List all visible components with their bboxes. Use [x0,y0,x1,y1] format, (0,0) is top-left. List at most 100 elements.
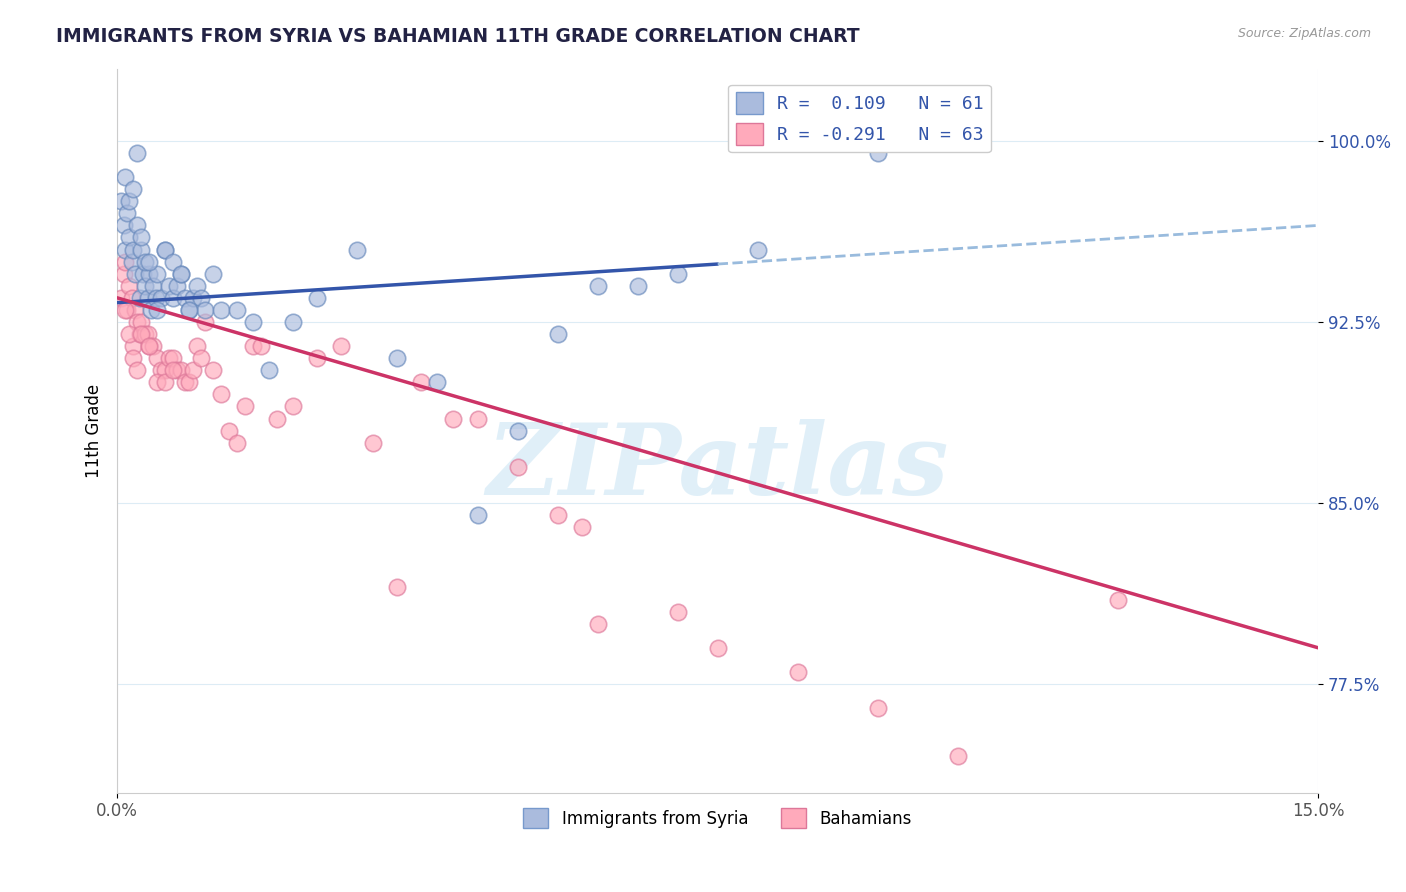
Point [411,376,433,390]
Point [170,267,193,281]
Point [110,291,132,305]
Point [118,326,141,341]
Point [115,206,138,220]
Point [127,363,149,377]
Point [155,363,177,377]
Point [124,267,146,281]
Legend: Immigrants from Syria, Bahamians: Immigrants from Syria, Bahamians [516,801,920,835]
Point [202,363,225,377]
Point [138,254,160,268]
Point [666,605,689,619]
Point [136,326,159,341]
Point [114,170,136,185]
Point [186,278,208,293]
Point [547,508,569,522]
Point [467,508,489,522]
Point [150,291,173,305]
Point [586,278,609,293]
Point [146,302,169,317]
Point [242,315,264,329]
Point [142,278,165,293]
Point [157,278,180,293]
Point [346,243,368,257]
Point [110,194,132,209]
Point [146,351,169,366]
Point [866,701,889,715]
Point [127,315,149,329]
Point [586,616,609,631]
Point [571,520,593,534]
Point [170,363,193,377]
Point [627,278,650,293]
Text: ZIPatlas: ZIPatlas [486,418,949,515]
Point [186,339,208,353]
Text: IMMIGRANTS FROM SYRIA VS BAHAMIAN 11TH GRADE CORRELATION CHART: IMMIGRANTS FROM SYRIA VS BAHAMIAN 11TH G… [56,27,860,45]
Text: Source: ZipAtlas.com: Source: ZipAtlas.com [1237,27,1371,40]
Point [443,411,465,425]
Point [170,267,193,281]
Point [118,230,141,244]
Point [129,243,152,257]
Point [121,254,143,268]
Point [786,665,808,679]
Point [162,254,184,268]
Point [747,243,769,257]
Point [547,326,569,341]
Point [122,351,145,366]
Point [134,278,156,293]
Point [209,387,232,401]
Point [132,267,155,281]
Point [266,411,288,425]
Point [112,219,135,233]
Point [162,363,184,377]
Point [142,339,165,353]
Point [124,302,146,317]
Point [146,376,169,390]
Point [155,376,177,390]
Point [307,351,329,366]
Point [114,243,136,257]
Point [1107,592,1129,607]
Point [134,254,156,268]
Point [506,424,529,438]
Point [155,243,177,257]
Point [121,291,143,305]
Point [866,146,889,161]
Point [467,411,489,425]
Point [190,351,212,366]
Point [122,182,145,196]
Point [136,291,159,305]
Point [179,376,201,390]
Point [174,291,197,305]
Point [127,146,149,161]
Point [209,302,232,317]
Point [259,363,281,377]
Point [150,363,173,377]
Point [283,315,305,329]
Point [218,424,240,438]
Point [190,291,212,305]
Point [226,302,249,317]
Point [363,435,385,450]
Point [139,302,162,317]
Point [122,243,145,257]
Point [162,351,184,366]
Point [666,267,689,281]
Point [181,291,204,305]
Point [181,363,204,377]
Point [114,254,136,268]
Point [194,315,217,329]
Point [706,640,728,655]
Point [250,339,273,353]
Point [128,326,150,341]
Point [283,400,305,414]
Point [118,278,141,293]
Point [129,230,152,244]
Point [138,267,160,281]
Point [128,291,150,305]
Point [946,749,969,764]
Point [162,291,184,305]
Point [118,194,141,209]
Point [179,302,201,317]
Point [129,315,152,329]
